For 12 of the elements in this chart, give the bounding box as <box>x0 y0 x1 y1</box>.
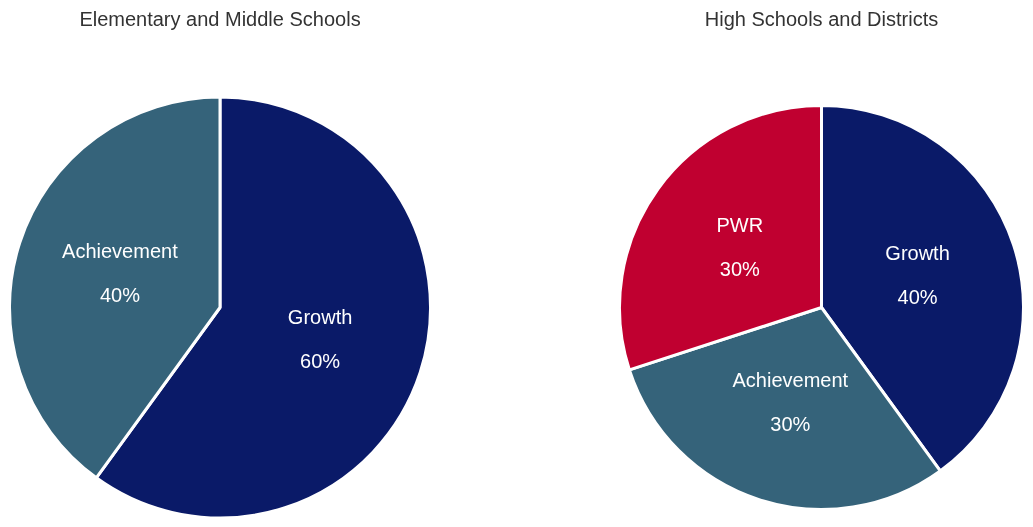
slice-label: Achievement <box>732 369 849 392</box>
data-label: 40% <box>99 284 141 307</box>
slice-label: PWR <box>716 213 764 236</box>
data-label: 30% <box>719 257 761 280</box>
slice-label: Growth <box>885 241 950 264</box>
chart-title: High Schools and Districts <box>704 7 939 30</box>
slice-label: Achievement <box>62 240 179 263</box>
chart-title: Elementary and Middle Schools <box>79 7 361 30</box>
data-label: 30% <box>770 413 811 436</box>
slice-label: Growth <box>287 305 353 328</box>
data-label: 60% <box>300 349 341 372</box>
data-label: 40% <box>897 285 938 308</box>
